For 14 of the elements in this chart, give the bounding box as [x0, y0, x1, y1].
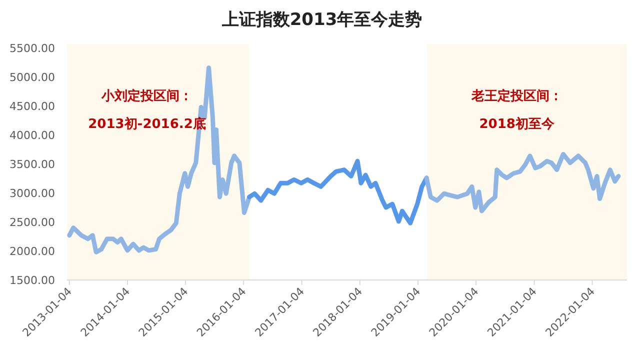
- band-label: 老王定投区间： 2018初至今: [470, 88, 562, 132]
- band-label: 小刘定投区间： 2013初-2016.2底: [88, 88, 206, 132]
- y-tick-label: 5000.00: [10, 70, 55, 84]
- y-tick-label: 2000.00: [10, 244, 55, 258]
- y-tick-label: 2500.00: [10, 216, 55, 229]
- y-tick-label: 3000.00: [10, 186, 55, 200]
- y-tick-label: 5500.00: [10, 42, 55, 55]
- line-series: [424, 152, 621, 214]
- y-tick-label: 4500.00: [10, 100, 55, 113]
- y-tick-label: 1500.00: [10, 274, 55, 287]
- y-tick-label: 4000.00: [10, 128, 55, 142]
- y-tick-label: 3500.00: [10, 158, 55, 171]
- chart-title: 上证指数2013年至今走势: [220, 10, 422, 30]
- line-series: [67, 65, 252, 254]
